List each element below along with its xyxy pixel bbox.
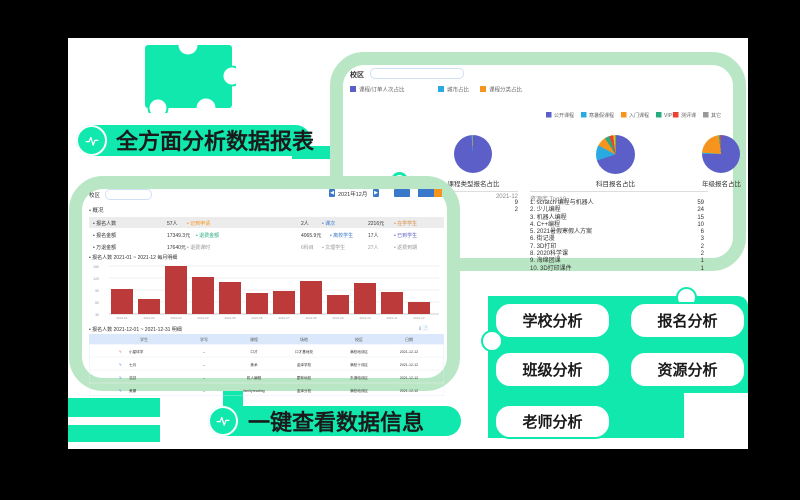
svg-text:美术: 美术	[250, 362, 258, 367]
svg-text:--: --	[203, 350, 206, 354]
svg-text:浩劲: 浩劲	[129, 375, 137, 380]
svg-text:七月: 七月	[129, 362, 136, 367]
svg-text:课程/订单人次占比: 课程/订单人次占比	[359, 86, 405, 94]
svg-text:金泽学校: 金泽学校	[297, 362, 312, 367]
svg-text:2021-12-12: 2021-12-12	[400, 376, 418, 380]
svg-text:其它: 其它	[711, 112, 721, 119]
svg-text:90: 90	[95, 289, 99, 293]
svg-text:小星球学: 小星球学	[129, 349, 144, 354]
svg-text:30: 30	[95, 313, 99, 317]
svg-text:2021-09: 2021-09	[332, 316, 343, 320]
svg-text:✎: ✎	[119, 363, 122, 367]
svg-text:✎: ✎	[119, 350, 122, 354]
svg-text:课程分类占比: 课程分类占比	[489, 86, 523, 94]
svg-text:✎: ✎	[119, 376, 122, 380]
svg-text:2021-02: 2021-02	[143, 316, 154, 320]
svg-text:测评课: 测评课	[681, 112, 696, 119]
svg-text:学号: 学号	[200, 336, 208, 342]
svg-text:霍林地校: 霍林地校	[297, 375, 312, 380]
svg-text:金泽分校: 金泽分校	[297, 388, 312, 393]
svg-text:入门课程: 入门课程	[629, 112, 649, 119]
svg-text:寒暑假课程: 寒暑假课程	[589, 112, 614, 119]
svg-text:满校地训区: 满校地训区	[350, 349, 368, 354]
svg-text:2021-12-12: 2021-12-12	[400, 363, 418, 367]
svg-text:2021-07: 2021-07	[278, 316, 289, 320]
svg-text:2021-05: 2021-05	[224, 316, 235, 320]
svg-text:满校地训区: 满校地训区	[350, 388, 368, 393]
svg-text:2021-08: 2021-08	[305, 316, 316, 320]
svg-text:课程: 课程	[250, 336, 258, 342]
svg-text:机人编程: 机人编程	[247, 375, 262, 380]
svg-text:2021-04: 2021-04	[197, 316, 208, 320]
svg-text:60: 60	[95, 301, 99, 305]
svg-text:--: --	[203, 363, 206, 367]
svg-text:150: 150	[93, 265, 99, 269]
svg-text:口才基地校: 口才基地校	[295, 349, 313, 354]
svg-text:familyreading: familyreading	[243, 389, 264, 393]
svg-text:校区: 校区	[355, 336, 363, 342]
svg-text:2021-12-12: 2021-12-12	[400, 350, 418, 354]
svg-text:2021-12-12: 2021-12-12	[400, 389, 418, 393]
svg-text:日期: 日期	[405, 336, 413, 342]
svg-text:2021-01: 2021-01	[116, 316, 127, 320]
svg-text:学生: 学生	[140, 336, 148, 342]
svg-text:美娜: 美娜	[129, 388, 137, 393]
svg-text:东港电训区: 东港电训区	[350, 375, 368, 380]
svg-text:2021-06: 2021-06	[251, 316, 262, 320]
svg-text:2021-10: 2021-10	[359, 316, 370, 320]
svg-text:✎: ✎	[119, 389, 122, 393]
svg-text:2021-03: 2021-03	[170, 316, 181, 320]
svg-text:城市占比: 城市占比	[447, 86, 470, 94]
svg-text:--: --	[203, 389, 206, 393]
svg-text:满校十训区: 满校十训区	[350, 362, 368, 367]
svg-text:--: --	[203, 376, 206, 380]
svg-text:2021-11: 2021-11	[387, 316, 398, 320]
svg-text:120: 120	[93, 277, 99, 281]
svg-text:口才: 口才	[250, 349, 258, 354]
svg-text:场地: 场地	[300, 336, 308, 342]
svg-text:公开课程: 公开课程	[554, 112, 574, 119]
svg-text:2021-12: 2021-12	[413, 316, 424, 320]
